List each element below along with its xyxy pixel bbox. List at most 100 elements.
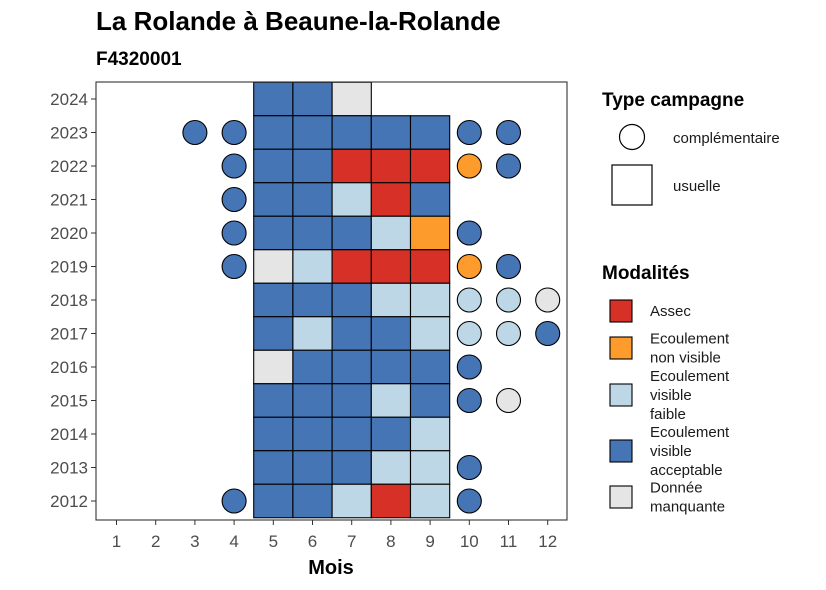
legend-type-campagne-title: Type campagne [602,90,744,111]
tile-2018-9 [409,282,451,318]
tile-2012-7 [331,483,372,519]
tile-2024-6 [292,81,333,117]
tile-2017-8 [370,316,412,351]
x-tick-label-2: 2 [151,532,160,551]
legend-complementaire-label: complémentaire [673,130,780,147]
legend-label-E-0: Ecoulement [650,424,730,441]
point-2015-11 [495,387,522,414]
x-tick-label-4: 4 [229,532,238,551]
tile-2020-5 [253,215,294,251]
y-tick-label-2023: 2023 [50,124,88,143]
tile-2020-7 [331,215,372,251]
point-2017-10 [456,320,482,347]
point-layer [182,119,561,514]
x-tick-label-5: 5 [269,532,278,551]
legend-key-F [609,383,633,407]
point-2019-10 [456,253,482,280]
tile-2016-7 [331,349,372,385]
point-2023-10 [456,119,482,146]
point-2020-4 [221,220,247,246]
tile-2019-5 [253,249,294,284]
legend-type-campagne: Type campagne complémentaire usuelle [602,90,780,206]
y-tick-label-2015: 2015 [50,392,88,411]
tile-2022-9 [409,148,451,184]
tile-2022-6 [292,148,333,184]
point-2016-10 [456,354,482,380]
legend-key-E [609,439,633,463]
y-tick-label-2016: 2016 [50,358,88,377]
plot-area [95,81,568,521]
point-2019-11 [495,253,522,280]
tile-2018-8 [370,282,412,318]
tile-2020-8 [370,215,412,251]
tile-2015-9 [409,383,451,418]
point-2020-10 [456,220,482,246]
y-tick-label-2018: 2018 [50,291,88,310]
x-tick-label-7: 7 [347,532,356,551]
point-2018-11 [495,287,522,313]
legend-circle-key [618,123,646,151]
x-tick-label-12: 12 [538,532,557,551]
tile-2022-7 [331,148,372,184]
tile-2013-8 [370,450,412,485]
point-2022-4 [221,153,247,179]
point-2012-4 [221,488,247,514]
tile-2015-6 [292,383,333,418]
tile-2014-7 [331,416,372,452]
tile-2017-7 [331,316,372,351]
tile-2016-6 [292,349,333,385]
tile-2015-5 [253,383,294,418]
tile-2019-6 [292,249,333,284]
x-tick-label-11: 11 [500,532,518,551]
chart-title: La Rolande à Beaune-la-Rolande [96,6,501,36]
point-2017-12 [535,320,561,347]
x-axis: 1 2 3 4 5 6 7 8 9 10 11 12 [112,520,557,551]
tile-2022-8 [370,148,412,184]
tile-2013-5 [253,450,294,485]
x-axis-title: Mois [308,557,354,579]
point-2013-10 [456,454,482,481]
tile-2012-8 [370,483,412,519]
y-axis: 2012 2013 2014 2015 2016 2017 2018 2019 2020 2021… [50,90,96,511]
tile-layer [253,81,451,519]
legend-label-F-0: Ecoulement [650,368,730,385]
legend-modalites-title: Modalités [602,263,690,284]
x-tick-label-1: 1 [112,532,121,551]
point-2021-4 [221,186,247,213]
tile-2015-8 [370,383,412,418]
x-tick-label-8: 8 [386,532,395,551]
point-2015-10 [456,387,482,414]
tile-2020-6 [292,215,333,251]
tile-2021-8 [370,182,412,217]
y-tick-label-2012: 2012 [50,492,88,511]
legend-key-N [609,336,633,360]
legend-label-A-0: Assec [650,303,691,320]
point-2018-12 [535,287,561,313]
point-2017-11 [495,320,522,347]
tile-2018-7 [331,282,372,318]
tile-2012-5 [253,483,294,519]
tile-2018-6 [292,282,333,318]
tile-2013-9 [409,450,451,485]
point-2012-10 [456,488,482,514]
tile-2021-6 [292,182,333,217]
tile-2019-9 [409,249,451,284]
point-2023-11 [495,119,522,146]
y-tick-label-2024: 2024 [50,90,88,109]
x-tick-label-10: 10 [460,532,479,551]
x-tick-label-3: 3 [190,532,199,551]
legend-square-key [611,164,653,206]
legend-usuelle-label: usuelle [673,178,721,195]
legend-label-E-2: acceptable [650,462,723,479]
legend-label-F-1: visible [650,387,692,404]
tile-2013-6 [292,450,333,485]
point-2019-4 [221,253,247,280]
x-tick-label-9: 9 [425,532,434,551]
point-2022-10 [456,153,482,179]
tile-2023-8 [370,115,412,150]
y-tick-label-2022: 2022 [50,157,88,176]
tile-2017-6 [292,316,333,351]
tile-2012-9 [409,483,451,519]
tile-2017-5 [253,316,294,351]
